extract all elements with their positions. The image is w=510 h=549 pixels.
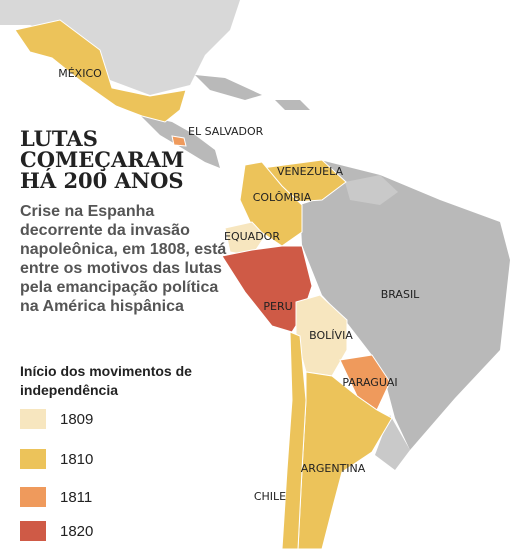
- legend-title: Início dos movimentos de independência: [20, 363, 192, 398]
- country: [224, 221, 266, 257]
- legend-item: 1811: [20, 486, 92, 508]
- legend-swatch: [20, 409, 46, 429]
- country-label: BOLÍVIA: [309, 329, 353, 342]
- country-label: CHILE: [254, 490, 286, 503]
- country-label: ARGENTINA: [301, 462, 366, 475]
- legend-item: 1820: [20, 520, 93, 542]
- country: [281, 331, 307, 549]
- legend-label: 1811: [60, 488, 93, 506]
- guianas: [345, 175, 398, 205]
- legend-item: 1809: [20, 408, 93, 430]
- legend-swatch: [20, 521, 46, 541]
- cuba: [195, 75, 262, 100]
- country-label: MÉXICO: [58, 67, 102, 80]
- country-label: EL SALVADOR: [188, 125, 264, 138]
- country-label: COLÔMBIA: [253, 191, 312, 204]
- legend-label: 1809: [60, 410, 94, 428]
- hispaniola: [275, 100, 310, 110]
- legend-swatch: [20, 487, 46, 507]
- title: LUTAS COMEÇARAM HÁ 200 ANOS: [20, 126, 185, 193]
- country-label: PERU: [263, 300, 292, 313]
- country-label: PARAGUAI: [342, 376, 397, 389]
- country: [339, 354, 391, 411]
- subtitle: Crise na Espanha decorrente da invasão n…: [20, 203, 227, 315]
- uruguai: [375, 415, 410, 470]
- country-label: EQUADOR: [224, 230, 280, 243]
- legend-label: 1810: [60, 450, 94, 468]
- legend-swatch: [20, 449, 46, 469]
- country: [14, 19, 187, 123]
- legend-label: 1820: [60, 522, 94, 540]
- country: [239, 161, 303, 247]
- country-label: VENEZUELA: [277, 165, 344, 178]
- country-label: BRASIL: [381, 288, 420, 301]
- legend-item: 1810: [20, 448, 93, 470]
- country: [171, 135, 187, 147]
- brasil-land: [300, 160, 510, 450]
